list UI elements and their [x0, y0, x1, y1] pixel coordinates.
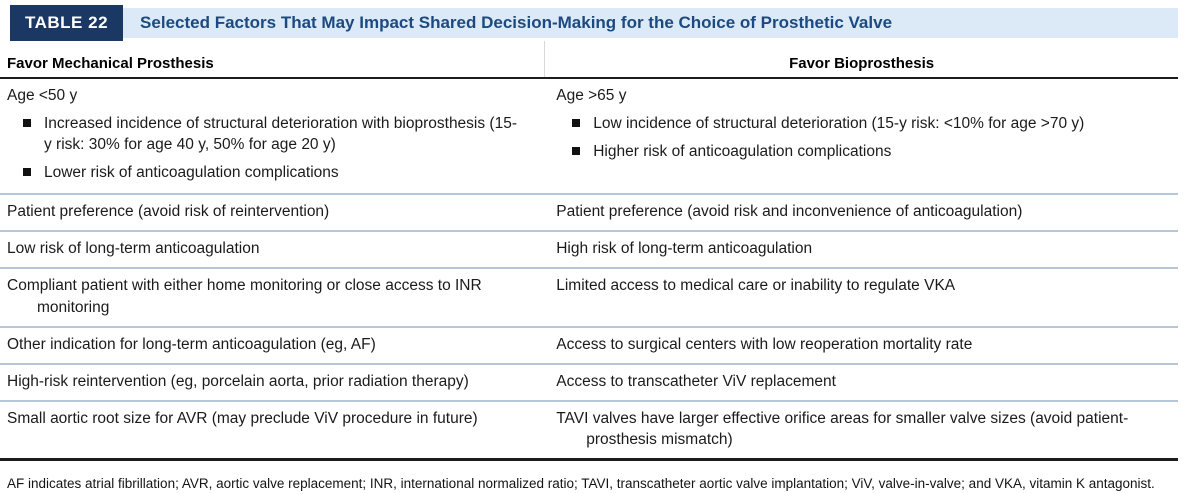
- bullet-item: Increased incidence of structural deteri…: [7, 113, 518, 155]
- cell-text: Patient preference (avoid risk of reinte…: [7, 203, 330, 221]
- cell-right: Limited access to medical care or inabil…: [544, 269, 1178, 325]
- table-number-tag: TABLE 22: [10, 5, 124, 41]
- cell-text: Small aortic root size for AVR (may prec…: [7, 409, 478, 427]
- cell-text: Limited access to medical care or inabil…: [556, 277, 956, 295]
- table-row: Other indication for long-term anticoagu…: [0, 325, 1178, 363]
- cell-left: Patient preference (avoid risk of reinte…: [0, 195, 544, 230]
- bullet-item: Higher risk of anticoagulation complicat…: [556, 141, 1174, 162]
- cell-right: High risk of long-term anticoagulation: [544, 232, 1178, 267]
- table-title: Selected Factors That May Impact Shared …: [123, 8, 1178, 38]
- column-header-mechanical: Favor Mechanical Prosthesis: [7, 55, 214, 72]
- cell-text: Access to transcatheter ViV replacement: [556, 372, 836, 390]
- table-header-band: TABLE 22 Selected Factors That May Impac…: [10, 5, 1178, 41]
- table-row: Compliant patient with either home monit…: [0, 267, 1178, 325]
- cell-left: Compliant patient with either home monit…: [0, 269, 544, 325]
- cell-right: TAVI valves have larger effective orific…: [544, 402, 1178, 458]
- cell-right: Access to surgical centers with low reop…: [544, 328, 1178, 363]
- bullet-item: Lower risk of anticoagulation complicati…: [7, 162, 518, 183]
- cell-left: Low risk of long-term anticoagulation: [0, 232, 544, 267]
- cell-text: Low risk of long-term anticoagulation: [7, 240, 260, 258]
- table-row: Low risk of long-term anticoagulation Hig…: [0, 230, 1178, 267]
- bullet-square-icon: [23, 168, 31, 177]
- cell-left: Other indication for long-term anticoagu…: [0, 328, 544, 363]
- cell-right: Patient preference (avoid risk and incon…: [544, 195, 1178, 230]
- cell-left: Age <50 y Increased incidence of structur…: [0, 79, 544, 193]
- cell-text: Compliant patient with either home monit…: [7, 277, 482, 316]
- table-figure: TABLE 22 Selected Factors That May Impac…: [0, 5, 1192, 491]
- bullet-text: Higher risk of anticoagulation complicat…: [593, 143, 892, 161]
- cell-text: Age <50 y: [7, 87, 78, 104]
- cell-right: Access to transcatheter ViV replacement: [544, 365, 1178, 400]
- table-row: Patient preference (avoid risk of reinte…: [0, 193, 1178, 230]
- bullet-text: Lower risk of anticoagulation complicati…: [44, 164, 339, 182]
- cell-right: Age >65 y Low incidence of structural det…: [544, 79, 1178, 193]
- cell-left: Small aortic root size for AVR (may prec…: [0, 402, 544, 458]
- column-header-bioprosthesis: Favor Bioprosthesis: [544, 41, 1178, 77]
- table-footnote: AF indicates atrial fibrillation; AVR, a…: [7, 475, 1155, 491]
- column-header-row: Favor Mechanical Prosthesis Favor Biopro…: [0, 41, 1178, 79]
- bullet-text: Increased incidence of structural deteri…: [44, 115, 517, 154]
- table-row: Small aortic root size for AVR (may prec…: [0, 399, 1178, 458]
- cell-left: High-risk reintervention (eg, porcelain …: [0, 365, 544, 400]
- bullet-square-icon: [572, 119, 581, 128]
- bullet-square-icon: [572, 147, 581, 156]
- cell-text: Age >65 y: [556, 87, 627, 104]
- table-row: Age <50 y Increased incidence of structur…: [0, 79, 1178, 193]
- cell-text: Access to surgical centers with low reop…: [556, 335, 973, 353]
- table-row: High-risk reintervention (eg, porcelain …: [0, 362, 1178, 400]
- bullet-square-icon: [23, 119, 31, 128]
- cell-text: High-risk reintervention (eg, porcelain …: [7, 372, 469, 390]
- bullet-text: Low incidence of structural deterioratio…: [593, 115, 1085, 133]
- cell-text: High risk of long-term anticoagulation: [556, 240, 813, 258]
- cell-text: TAVI valves have larger effective orific…: [556, 409, 1129, 448]
- cell-text: Patient preference (avoid risk and incon…: [556, 203, 1023, 221]
- bullet-item: Low incidence of structural deterioratio…: [556, 113, 1174, 134]
- table-body: Age <50 y Increased incidence of structur…: [0, 79, 1178, 461]
- cell-text: Other indication for long-term anticoagu…: [7, 335, 376, 353]
